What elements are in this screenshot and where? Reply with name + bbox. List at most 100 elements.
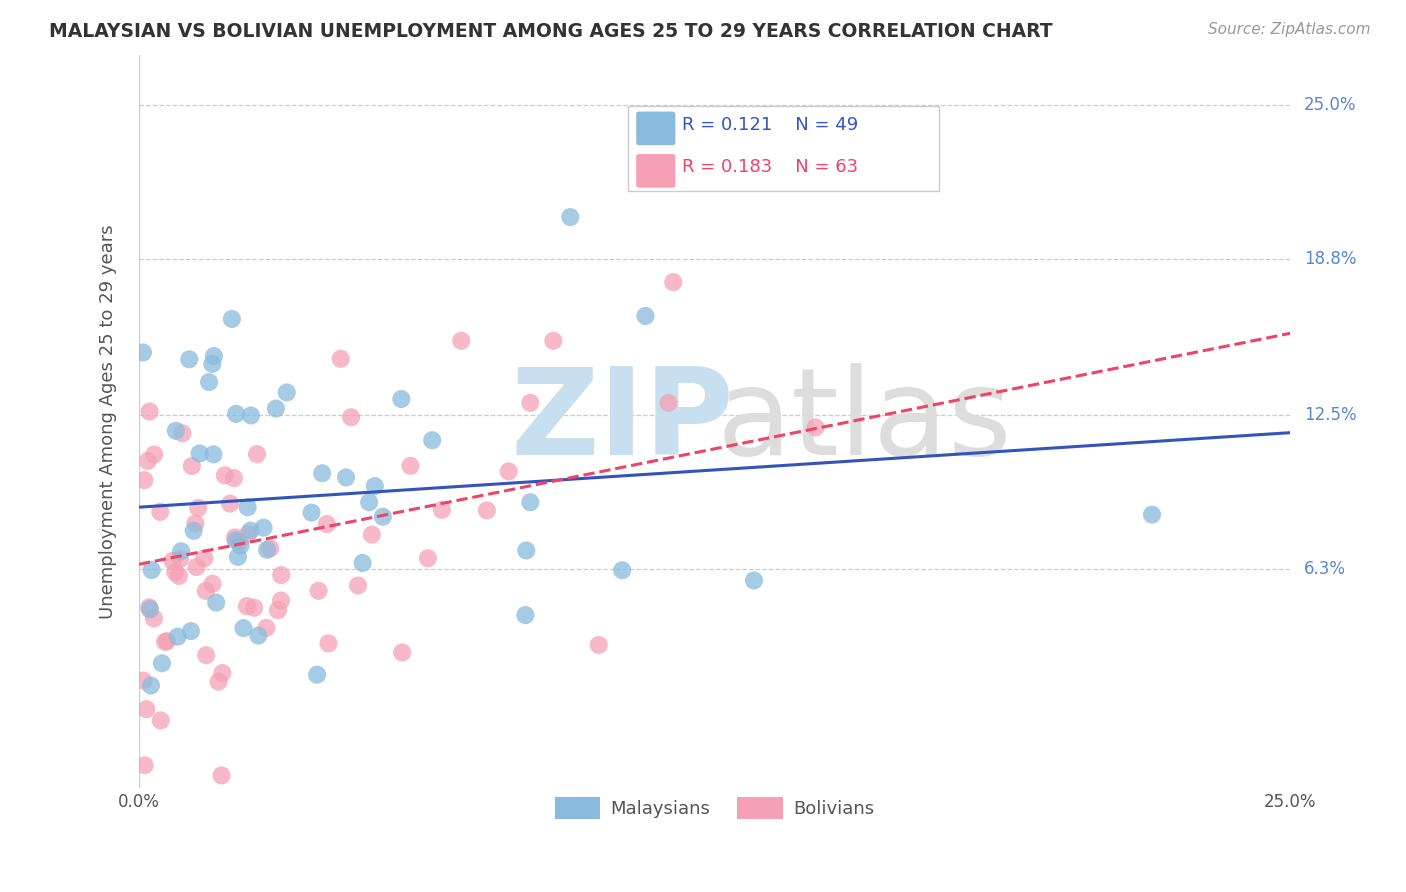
Bolivians bbox=[167, 569, 190, 583]
Bolivians bbox=[391, 645, 413, 659]
Malaysians bbox=[359, 495, 381, 509]
Malaysians bbox=[301, 506, 323, 520]
Bolivians bbox=[149, 714, 172, 728]
Malaysians bbox=[221, 312, 243, 326]
Bolivians bbox=[315, 517, 337, 532]
Text: R = 0.121    N = 49: R = 0.121 N = 49 bbox=[682, 116, 859, 134]
Bolivians bbox=[165, 566, 187, 580]
Text: ZIP: ZIP bbox=[510, 363, 734, 480]
Legend: Malaysians, Bolivians: Malaysians, Bolivians bbox=[547, 790, 882, 827]
Bolivians bbox=[211, 666, 233, 681]
Bolivians bbox=[236, 527, 259, 541]
Bolivians bbox=[186, 560, 208, 574]
Bolivians bbox=[662, 275, 685, 289]
Malaysians bbox=[634, 309, 657, 323]
Bolivians bbox=[169, 552, 191, 566]
Malaysians bbox=[247, 629, 270, 643]
Malaysians bbox=[170, 544, 193, 558]
Text: Source: ZipAtlas.com: Source: ZipAtlas.com bbox=[1208, 22, 1371, 37]
Bolivians bbox=[270, 593, 292, 607]
Malaysians bbox=[236, 500, 259, 515]
Bolivians bbox=[267, 603, 290, 617]
Bolivians bbox=[211, 768, 233, 782]
Malaysians bbox=[610, 563, 633, 577]
Malaysians bbox=[256, 542, 278, 557]
Malaysians bbox=[229, 539, 252, 553]
Bolivians bbox=[588, 638, 610, 652]
Bolivians bbox=[138, 404, 160, 418]
FancyBboxPatch shape bbox=[637, 112, 675, 145]
Malaysians bbox=[202, 349, 225, 363]
Malaysians bbox=[311, 467, 333, 481]
Bolivians bbox=[138, 600, 160, 615]
Bolivians bbox=[187, 501, 209, 516]
Bolivians bbox=[259, 541, 281, 556]
Bolivians bbox=[498, 464, 520, 478]
Bolivians bbox=[142, 611, 165, 625]
Malaysians bbox=[166, 630, 188, 644]
Bolivians bbox=[162, 554, 184, 568]
FancyBboxPatch shape bbox=[628, 106, 939, 191]
Malaysians bbox=[371, 509, 394, 524]
Malaysians bbox=[141, 563, 163, 577]
Bolivians bbox=[340, 410, 363, 425]
Malaysians bbox=[183, 524, 205, 538]
Bolivians bbox=[201, 576, 224, 591]
Malaysians bbox=[198, 375, 221, 389]
Bolivians bbox=[195, 648, 218, 663]
Bolivians bbox=[254, 621, 277, 635]
Malaysians bbox=[226, 549, 249, 564]
Bolivians bbox=[543, 334, 565, 348]
Bolivians bbox=[246, 447, 269, 461]
Bolivians bbox=[132, 673, 155, 688]
Bolivians bbox=[318, 636, 340, 650]
Bolivians bbox=[222, 471, 245, 485]
Malaysians bbox=[239, 524, 262, 538]
Bolivians bbox=[657, 396, 679, 410]
Malaysians bbox=[205, 596, 228, 610]
Malaysians bbox=[179, 352, 201, 367]
Malaysians bbox=[225, 407, 247, 421]
Malaysians bbox=[188, 446, 211, 460]
Bolivians bbox=[361, 527, 384, 541]
Malaysians bbox=[202, 447, 225, 461]
Bolivians bbox=[416, 551, 439, 566]
Malaysians bbox=[742, 574, 765, 588]
Bolivians bbox=[136, 454, 159, 468]
Malaysians bbox=[420, 434, 443, 448]
Bolivians bbox=[228, 535, 250, 549]
Bolivians bbox=[475, 503, 498, 517]
Malaysians bbox=[232, 621, 254, 635]
Malaysians bbox=[276, 385, 298, 400]
Text: 12.5%: 12.5% bbox=[1303, 406, 1357, 425]
Bolivians bbox=[347, 578, 370, 592]
Bolivians bbox=[143, 448, 166, 462]
Bolivians bbox=[194, 584, 217, 599]
Malaysians bbox=[335, 470, 357, 484]
Text: 25.0%: 25.0% bbox=[1303, 95, 1357, 114]
Bolivians bbox=[172, 426, 194, 441]
Y-axis label: Unemployment Among Ages 25 to 29 years: Unemployment Among Ages 25 to 29 years bbox=[100, 224, 117, 619]
Malaysians bbox=[139, 602, 162, 616]
Malaysians bbox=[132, 345, 155, 359]
Malaysians bbox=[560, 210, 582, 224]
Bolivians bbox=[219, 497, 242, 511]
Text: MALAYSIAN VS BOLIVIAN UNEMPLOYMENT AMONG AGES 25 TO 29 YEARS CORRELATION CHART: MALAYSIAN VS BOLIVIAN UNEMPLOYMENT AMONG… bbox=[49, 22, 1053, 41]
Malaysians bbox=[515, 608, 537, 623]
Bolivians bbox=[207, 674, 229, 689]
Malaysians bbox=[225, 533, 247, 548]
Bolivians bbox=[450, 334, 472, 348]
Malaysians bbox=[389, 392, 412, 406]
Malaysians bbox=[165, 424, 187, 438]
Bolivians bbox=[156, 634, 179, 648]
Malaysians bbox=[1140, 508, 1163, 522]
Malaysians bbox=[519, 495, 541, 509]
Bolivians bbox=[149, 505, 172, 519]
Bolivians bbox=[184, 516, 207, 531]
Bolivians bbox=[224, 531, 246, 545]
Text: 18.8%: 18.8% bbox=[1303, 250, 1357, 268]
Bolivians bbox=[804, 420, 827, 434]
Bolivians bbox=[236, 599, 259, 614]
Malaysians bbox=[307, 667, 329, 681]
Malaysians bbox=[352, 556, 374, 570]
